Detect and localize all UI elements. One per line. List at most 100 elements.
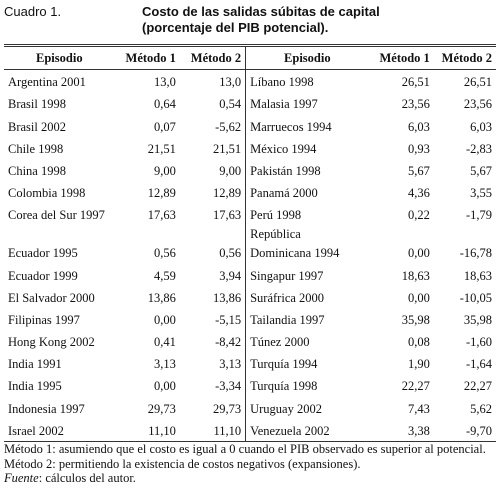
episode-cell: Turquía 1998 <box>245 374 369 397</box>
table-row: Chile 1998 21,51 21,51 México 1994 0,93 -2,83 <box>4 136 496 159</box>
episode-cell: Líbano 1998 <box>245 69 369 93</box>
value-cell: 0,93 <box>407 141 430 156</box>
episode-cell: Brasil 2002 <box>8 119 66 134</box>
table-row: El Salvador 2000 13,86 13,86 Suráfrica 2000… <box>4 285 496 308</box>
value-cell: -5,15 <box>215 312 242 327</box>
value-cell: 11,10 <box>148 423 176 438</box>
value-cell: 12,89 <box>147 186 176 201</box>
episode-cell: India 1991 <box>8 357 62 372</box>
notes: Método 1: asumiendo que el costo es igua… <box>4 442 486 486</box>
value-cell: 26,51 <box>401 75 430 90</box>
value-cell: 35,98 <box>401 312 430 327</box>
value-cell: -1,64 <box>465 357 492 372</box>
episode-cell: Chile 1998 <box>8 141 64 156</box>
table-row: India 1991 3,13 3,13 Turquía 1994 1,90 -1,64 <box>4 352 496 375</box>
value-cell: -2,83 <box>465 141 492 156</box>
episode-cell: Hong Kong 2002 <box>8 335 95 350</box>
table-row: Ecuador 1999 4,59 3,94 Singapur 1997 18,63 18… <box>4 263 496 286</box>
episode-cell: Indonesia 1997 <box>8 401 85 416</box>
value-cell: 5,62 <box>470 401 492 416</box>
column-header: Método 2 <box>433 45 496 70</box>
value-cell: 6,03 <box>407 119 430 134</box>
header-row: Episodio Método 1 Método 2 Episodio Método 1… <box>4 45 496 70</box>
table-row: Brasil 2002 0,07 -5,62 Marruecos 1994 6,03 6,… <box>4 114 496 137</box>
value-cell: 5,67 <box>470 163 492 178</box>
value-cell: 18,63 <box>463 268 492 283</box>
episode-cell: Ecuador 1995 <box>8 246 78 261</box>
table-row: Filipinas 1997 0,00 -5,15 Tailandia 1997 35,… <box>4 307 496 330</box>
column-header: Método 1 <box>114 45 180 70</box>
episode-cell: Corea del Sur 1997 <box>8 208 105 223</box>
value-cell: -10,05 <box>459 290 492 305</box>
value-cell: 11,10 <box>213 423 242 438</box>
value-cell: -3,34 <box>215 379 242 394</box>
value-cell: 13,0 <box>153 75 176 90</box>
note-text: Método 2: permitiendo la existencia de c… <box>4 456 361 471</box>
table-row: Indonesia 1997 29,73 29,73 Uruguay 2002 7,43… <box>4 396 496 419</box>
episode-cell: India 1995 <box>8 379 62 394</box>
note-label: Fuente <box>4 471 39 485</box>
episode-cell: Turquía 1994 <box>245 352 369 375</box>
episode-cell: Brasil 1998 <box>8 97 66 112</box>
table-row: Israel 2002 11,10 11,10 Venezuela 2002 3,38-… <box>4 418 496 442</box>
episode-cell: Uruguay 2002 <box>245 396 369 419</box>
table-row: Argentina 2001 13,0 13,0 Líbano 1998 26,51 26… <box>4 69 496 93</box>
value-cell: 0,00 <box>407 290 430 305</box>
value-cell: 0,00 <box>153 379 176 394</box>
value-cell: -1,79 <box>465 208 492 223</box>
value-cell: 3,55 <box>470 186 492 201</box>
value-cell: 0,56 <box>153 246 176 261</box>
value-cell: 3,38 <box>407 423 430 438</box>
value-cell: 29,73 <box>212 401 242 416</box>
header: Cuadro 1. Costo de las salidas súbitas d… <box>4 4 496 40</box>
episode-cell: Israel 2002 <box>8 423 64 438</box>
episode-cell: Filipinas 1997 <box>8 312 80 327</box>
value-cell: -16,78 <box>459 246 492 261</box>
value-cell: -8,42 <box>215 335 242 350</box>
note: Fuente: cálculos del autor. <box>4 471 486 486</box>
value-cell: -9,70 <box>465 423 492 438</box>
value-cell: 6,03 <box>470 119 492 134</box>
note-text: : cálculos del autor. <box>38 471 136 485</box>
episode-cell: República Dominicana 1994 <box>245 225 369 264</box>
value-cell: 9,00 <box>219 163 242 178</box>
column-header: Método 2 <box>179 45 246 70</box>
table-body: Argentina 2001 13,0 13,0 Líbano 1998 26,51 26… <box>4 69 496 442</box>
value-cell: -5,62 <box>215 119 242 134</box>
value-cell: 4,36 <box>407 186 430 201</box>
episode-cell: Suráfrica 2000 <box>245 285 369 308</box>
value-cell: 0,41 <box>153 335 176 350</box>
episode-cell: Colombia 1998 <box>8 186 86 201</box>
value-cell: 3,13 <box>153 357 176 372</box>
data-table: Episodio Método 1 Método 2 Episodio Método 1… <box>4 44 496 442</box>
episode-cell: Marruecos 1994 <box>245 114 369 137</box>
episode-cell: China 1998 <box>8 163 66 178</box>
value-cell: 29,73 <box>147 401 176 416</box>
title-line: (porcentaje del PIB potencial). <box>142 20 329 35</box>
column-header: Episodio <box>4 45 115 70</box>
value-cell: 13,0 <box>219 75 242 90</box>
value-cell: 17,63 <box>147 208 176 223</box>
value-cell: 0,56 <box>219 246 242 261</box>
value-cell: 4,59 <box>153 268 176 283</box>
value-cell: 9,00 <box>153 163 176 178</box>
value-cell: 0,07 <box>153 119 176 134</box>
value-cell: 21,51 <box>212 141 242 156</box>
value-cell: 12,89 <box>212 186 242 201</box>
note: Método 2: permitiendo la existencia de c… <box>4 457 486 472</box>
value-cell: 0,08 <box>407 335 430 350</box>
value-cell: 22,27 <box>401 379 430 394</box>
value-cell: 0,64 <box>153 97 176 112</box>
value-cell: 3,13 <box>219 357 242 372</box>
value-cell: 23,56 <box>401 97 430 112</box>
value-cell: 0,00 <box>153 312 176 327</box>
episode-cell: Venezuela 2002 <box>245 418 369 442</box>
episode-cell: El Salvador 2000 <box>8 290 95 305</box>
value-cell: 0,00 <box>407 246 430 261</box>
value-cell: 0,22 <box>407 208 430 223</box>
episode-cell: Panamá 2000 <box>245 180 369 204</box>
value-cell: 17,63 <box>212 208 242 223</box>
episode-cell: Singapur 1997 <box>245 263 369 286</box>
episode-cell: México 1994 <box>245 136 369 159</box>
table-row: Corea del Sur 1997 17,63 17,63 Perú 1998 0,2… <box>4 203 496 226</box>
